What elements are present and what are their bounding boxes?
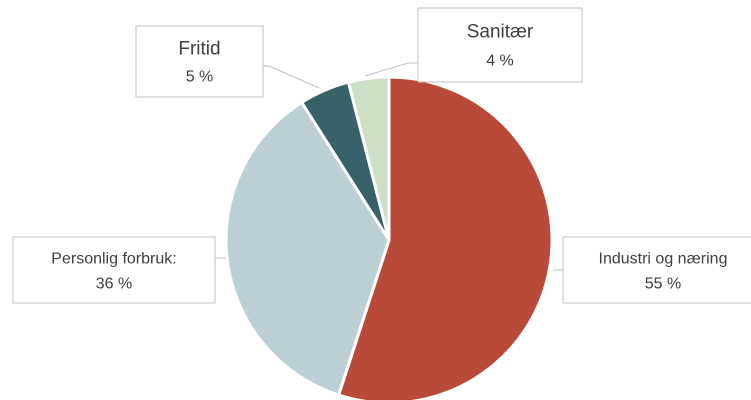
data-label-name: Industri og næring [599,250,728,267]
callout-box [562,236,751,304]
pie-slice-sanitær [346,75,391,242]
callout-box [417,7,583,83]
callout-fritid: Fritid 5 % [135,25,320,98]
callout-leader-line [364,62,418,77]
callout-sanitær: Sanitær 4 % [364,7,583,83]
callout-leader-line [263,65,320,89]
data-label-name: Personlig forbruk: [51,250,176,267]
pie-slices [224,75,554,400]
data-label-name: Fritid [178,38,220,59]
data-label-value: 5 % [186,68,214,85]
callout-personlig-forbruk: Personlig forbruk: 36 % [12,236,226,304]
data-label-callouts: Industri og næring 55 % Personlig forbruk:… [12,7,751,304]
callout-box [135,25,264,98]
callout-box [12,236,216,304]
pie-slice-personlig-forbruk [224,100,391,397]
data-label-value: 55 % [645,275,681,292]
data-label-name: Sanitær [467,22,534,43]
data-label-value: 36 % [96,275,132,292]
callout-industri-og-næring: Industri og næring 55 % [553,236,751,304]
pie-slice-industri-og-næring [337,75,554,400]
data-label-value: 4 % [486,53,514,70]
